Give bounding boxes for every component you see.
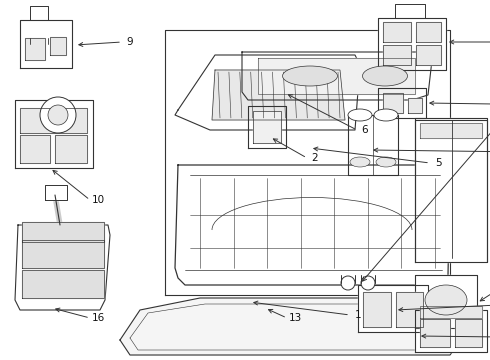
Polygon shape xyxy=(50,37,66,55)
Ellipse shape xyxy=(283,66,338,86)
Polygon shape xyxy=(408,98,422,113)
Circle shape xyxy=(40,97,76,133)
Polygon shape xyxy=(22,240,104,268)
Polygon shape xyxy=(30,6,48,20)
Polygon shape xyxy=(253,111,281,143)
Text: 5: 5 xyxy=(435,158,441,168)
Polygon shape xyxy=(420,319,450,347)
Text: 9: 9 xyxy=(127,37,133,47)
Polygon shape xyxy=(55,135,87,163)
Polygon shape xyxy=(120,298,465,355)
Polygon shape xyxy=(455,319,482,347)
Text: 13: 13 xyxy=(289,313,302,323)
Polygon shape xyxy=(395,4,425,18)
Ellipse shape xyxy=(376,157,396,167)
Circle shape xyxy=(361,276,375,290)
Polygon shape xyxy=(378,88,426,118)
Polygon shape xyxy=(358,285,428,332)
Polygon shape xyxy=(242,52,432,100)
Text: 10: 10 xyxy=(92,195,104,205)
Circle shape xyxy=(341,276,355,290)
Text: 1: 1 xyxy=(355,310,361,320)
Circle shape xyxy=(48,105,68,125)
Ellipse shape xyxy=(425,285,467,315)
Polygon shape xyxy=(20,135,50,163)
Polygon shape xyxy=(420,123,482,138)
Polygon shape xyxy=(396,292,423,327)
Polygon shape xyxy=(165,30,450,295)
Ellipse shape xyxy=(348,109,372,121)
Polygon shape xyxy=(348,115,398,175)
Polygon shape xyxy=(20,20,72,68)
Polygon shape xyxy=(416,45,441,65)
Polygon shape xyxy=(383,93,403,113)
Polygon shape xyxy=(363,292,391,327)
Polygon shape xyxy=(175,55,360,130)
Polygon shape xyxy=(175,165,450,285)
Ellipse shape xyxy=(350,157,370,167)
Polygon shape xyxy=(45,185,67,200)
Polygon shape xyxy=(420,306,482,318)
Polygon shape xyxy=(20,108,87,133)
Polygon shape xyxy=(415,275,477,328)
Polygon shape xyxy=(22,270,104,298)
Polygon shape xyxy=(383,22,411,42)
Polygon shape xyxy=(22,222,104,242)
Polygon shape xyxy=(248,106,286,148)
Polygon shape xyxy=(258,58,415,94)
Polygon shape xyxy=(212,70,345,120)
Ellipse shape xyxy=(374,109,398,121)
Polygon shape xyxy=(15,225,110,310)
Polygon shape xyxy=(415,118,487,262)
Polygon shape xyxy=(378,18,446,70)
Polygon shape xyxy=(415,310,487,352)
Polygon shape xyxy=(416,22,441,42)
Ellipse shape xyxy=(363,66,408,86)
Polygon shape xyxy=(383,45,411,65)
Text: 2: 2 xyxy=(312,153,318,163)
Polygon shape xyxy=(15,100,93,168)
Polygon shape xyxy=(25,38,45,60)
Text: 6: 6 xyxy=(362,125,368,135)
Text: 16: 16 xyxy=(91,313,105,323)
